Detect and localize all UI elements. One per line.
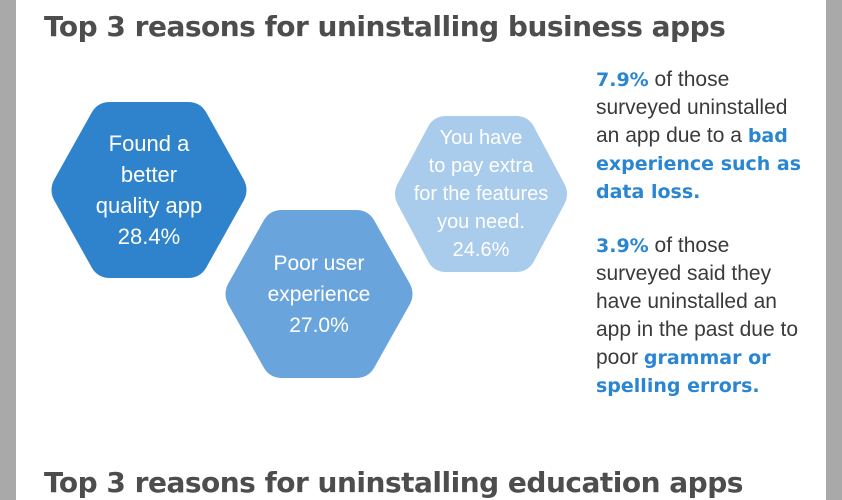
infographic-page: Top 3 reasons for uninstalling business …: [16, 0, 826, 500]
reason-hexagon-better-quality: Found a better quality app 28.4%: [48, 98, 250, 282]
hexagon-shape: [225, 210, 413, 378]
stat-grammar-errors: 3.9% of those surveyed said they have un…: [596, 232, 811, 400]
section-title-education: Top 3 reasons for uninstalling education…: [44, 466, 743, 499]
hex-percent: 24.6%: [452, 239, 510, 261]
hex-line: experience: [267, 282, 371, 306]
stat-percent: 3.9%: [596, 235, 649, 257]
stat-highlight: bad experience such as data loss.: [596, 125, 802, 203]
hexagon-shape: [395, 116, 567, 272]
hex-line: better: [120, 162, 178, 187]
hex-line: for the features: [413, 183, 549, 205]
stat-percent: 7.9%: [596, 69, 649, 91]
reason-hexagon-pay-extra: You have to pay extra for the features y…: [392, 112, 570, 276]
section-title-business: Top 3 reasons for uninstalling business …: [44, 10, 726, 43]
reason-hexagon-poor-ux: Poor user experience 27.0%: [222, 206, 416, 382]
stat-text: of those surveyed said they have uninsta…: [596, 234, 798, 369]
hex-percent: 27.0%: [289, 313, 349, 337]
hex-line: You have: [439, 127, 523, 149]
hex-line: you need.: [437, 211, 525, 233]
hex-line: quality app: [95, 193, 203, 218]
hex-percent: 28.4%: [117, 224, 181, 249]
stat-text: of those surveyed uninstalled an app due…: [596, 68, 788, 147]
hex-line: Poor user: [273, 251, 365, 275]
hexagon-shape: [51, 102, 247, 278]
hex-line: to pay extra: [428, 155, 534, 177]
hex-line: Found a: [108, 131, 190, 156]
stat-highlight: grammar or spelling errors.: [596, 347, 771, 397]
stat-bad-experience: 7.9% of those surveyed uninstalled an ap…: [596, 66, 811, 206]
